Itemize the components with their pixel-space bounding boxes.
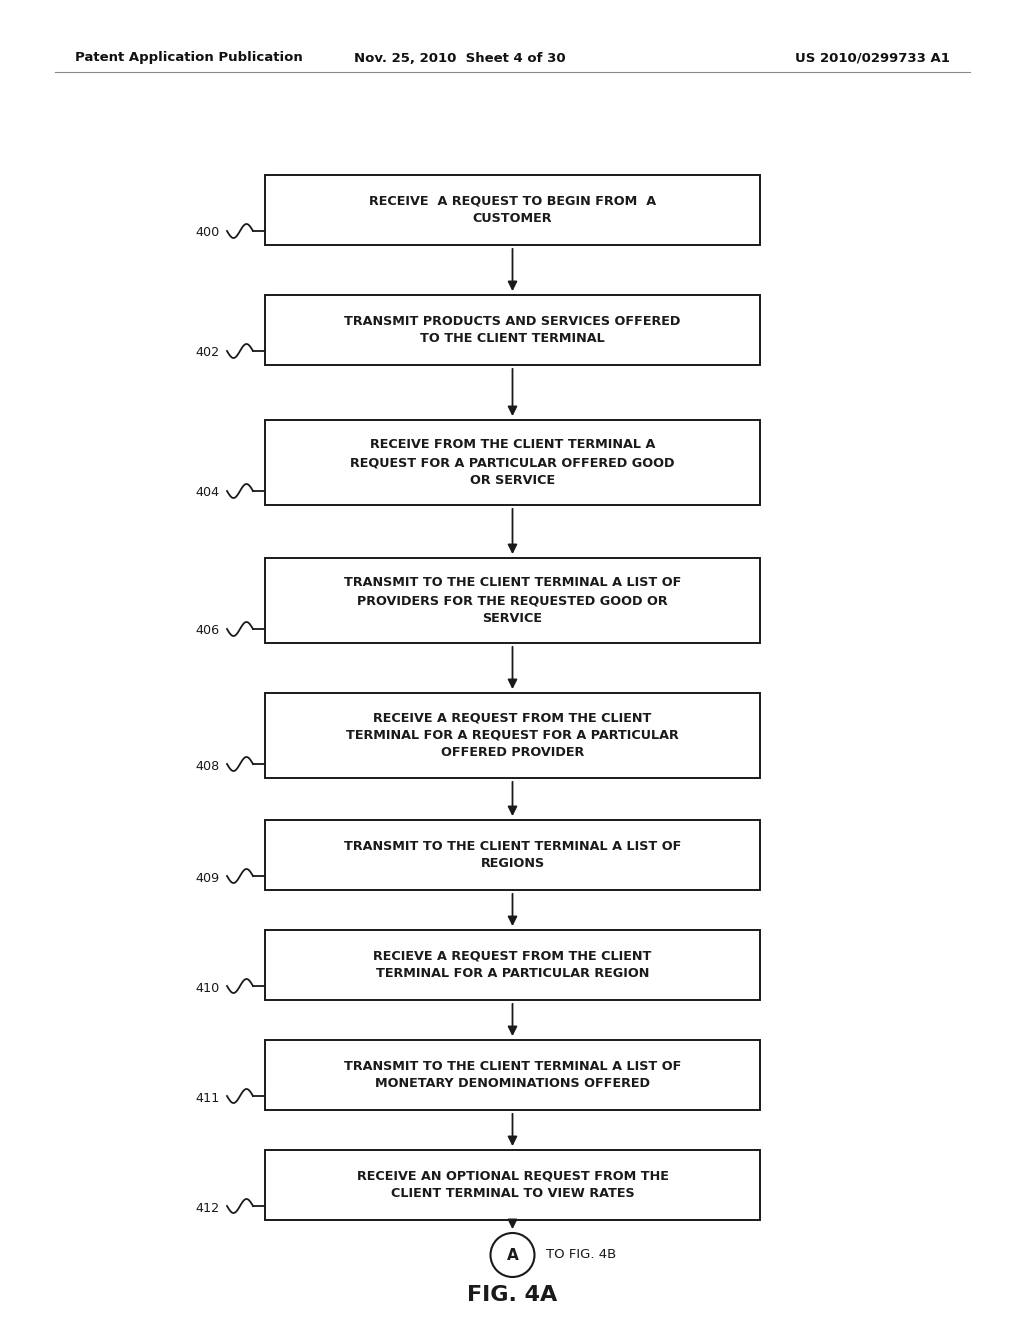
Bar: [265, 693, 760, 777]
Bar: [265, 1150, 760, 1220]
Text: 409: 409: [196, 871, 220, 884]
Text: 402: 402: [196, 346, 220, 359]
Bar: [265, 294, 760, 366]
Text: A: A: [507, 1247, 518, 1262]
Text: RECIEVE A REQUEST FROM THE CLIENT
TERMINAL FOR A PARTICULAR REGION: RECIEVE A REQUEST FROM THE CLIENT TERMIN…: [374, 950, 651, 981]
Bar: [265, 1040, 760, 1110]
Text: Nov. 25, 2010  Sheet 4 of 30: Nov. 25, 2010 Sheet 4 of 30: [354, 51, 566, 65]
Text: Patent Application Publication: Patent Application Publication: [75, 51, 303, 65]
Text: US 2010/0299733 A1: US 2010/0299733 A1: [795, 51, 950, 65]
Text: RECEIVE A REQUEST FROM THE CLIENT
TERMINAL FOR A REQUEST FOR A PARTICULAR
OFFERE: RECEIVE A REQUEST FROM THE CLIENT TERMIN…: [346, 711, 679, 759]
Bar: [265, 931, 760, 1001]
Text: TRANSMIT PRODUCTS AND SERVICES OFFERED
TO THE CLIENT TERMINAL: TRANSMIT PRODUCTS AND SERVICES OFFERED T…: [344, 314, 681, 346]
Bar: [265, 558, 760, 643]
Text: RECEIVE FROM THE CLIENT TERMINAL A
REQUEST FOR A PARTICULAR OFFERED GOOD
OR SERV: RECEIVE FROM THE CLIENT TERMINAL A REQUE…: [350, 438, 675, 487]
Bar: [265, 820, 760, 890]
Text: 410: 410: [196, 982, 220, 994]
Bar: [265, 176, 760, 246]
Text: TRANSMIT TO THE CLIENT TERMINAL A LIST OF
PROVIDERS FOR THE REQUESTED GOOD OR
SE: TRANSMIT TO THE CLIENT TERMINAL A LIST O…: [344, 577, 681, 624]
Bar: [265, 420, 760, 506]
Text: TRANSMIT TO THE CLIENT TERMINAL A LIST OF
REGIONS: TRANSMIT TO THE CLIENT TERMINAL A LIST O…: [344, 840, 681, 870]
Text: 406: 406: [196, 624, 220, 638]
Text: 408: 408: [196, 759, 220, 772]
Text: RECEIVE  A REQUEST TO BEGIN FROM  A
CUSTOMER: RECEIVE A REQUEST TO BEGIN FROM A CUSTOM…: [369, 195, 656, 226]
Text: TO FIG. 4B: TO FIG. 4B: [547, 1249, 616, 1262]
Text: 400: 400: [196, 227, 220, 239]
Text: 404: 404: [196, 487, 220, 499]
Text: 412: 412: [196, 1201, 220, 1214]
Text: 411: 411: [196, 1092, 220, 1105]
Text: TRANSMIT TO THE CLIENT TERMINAL A LIST OF
MONETARY DENOMINATIONS OFFERED: TRANSMIT TO THE CLIENT TERMINAL A LIST O…: [344, 1060, 681, 1090]
Text: FIG. 4A: FIG. 4A: [467, 1284, 558, 1305]
Text: RECEIVE AN OPTIONAL REQUEST FROM THE
CLIENT TERMINAL TO VIEW RATES: RECEIVE AN OPTIONAL REQUEST FROM THE CLI…: [356, 1170, 669, 1200]
